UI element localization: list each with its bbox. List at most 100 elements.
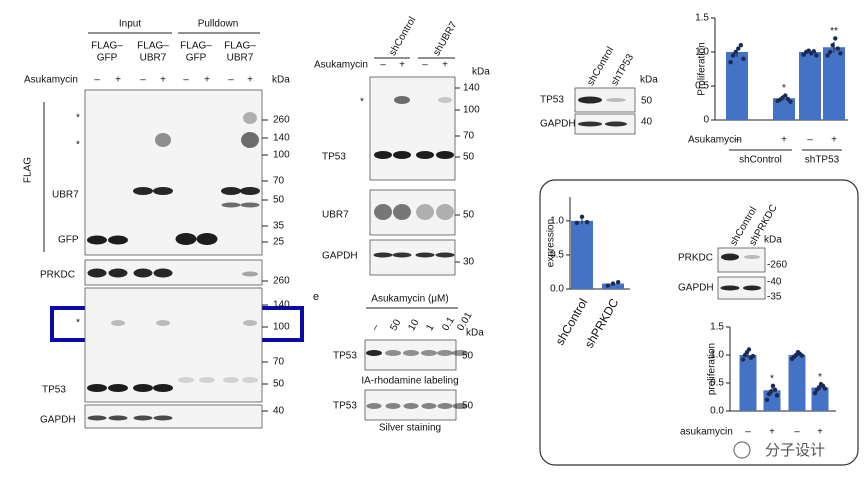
data-point: [728, 60, 733, 65]
band: [385, 403, 401, 409]
y-tick-label: 0.5: [710, 378, 724, 389]
band: [403, 403, 419, 409]
treatment-label: Asukamycin: [314, 60, 368, 71]
row-label: TP53: [322, 152, 346, 163]
significance: *: [770, 373, 774, 384]
bar: [799, 52, 821, 120]
band: [403, 350, 419, 356]
lane-label: shControl: [387, 15, 418, 58]
category-label: –: [745, 427, 751, 438]
blot-frame: [364, 339, 457, 371]
row-label: *: [76, 140, 80, 151]
band: [153, 415, 173, 421]
data-point: [579, 214, 585, 219]
band: [153, 384, 173, 392]
band: [438, 97, 452, 103]
band: [385, 350, 401, 356]
band: [108, 235, 128, 245]
band: [156, 320, 170, 326]
y-tick-label: 0.0: [550, 284, 564, 295]
data-point: [730, 53, 736, 58]
y-tick-label: 1.0: [550, 215, 564, 226]
blot-frame: [84, 404, 263, 429]
data-point: [750, 353, 756, 359]
band: [221, 202, 241, 208]
band: [153, 268, 173, 278]
band: [578, 121, 602, 127]
row-label: PRKDC: [40, 270, 75, 281]
band: [153, 187, 173, 195]
data-point: [822, 386, 828, 391]
treatment: –: [94, 75, 100, 86]
lane-label: FLAG–: [91, 41, 123, 52]
treatment-label: Asukamycin: [24, 75, 78, 86]
kda-label: kDa: [272, 75, 290, 86]
group-label: shControl: [739, 155, 782, 166]
band: [415, 252, 435, 258]
bar: [571, 220, 593, 289]
data-point: [772, 387, 778, 392]
data-point: [610, 281, 616, 286]
band: [108, 268, 128, 278]
caption: IA-rhodamine labeling: [361, 376, 458, 387]
kda-label: kDa: [466, 328, 484, 339]
blot-frame: [717, 276, 766, 300]
band: [606, 98, 626, 102]
band: [111, 320, 125, 326]
band: [87, 268, 107, 278]
data-point: [741, 56, 746, 61]
data-point: [833, 36, 838, 41]
lane-label: FLAG–: [137, 41, 169, 52]
band: [133, 268, 153, 278]
marker: 50: [273, 379, 285, 390]
band: [721, 253, 739, 261]
band: [240, 187, 260, 195]
data-point: [733, 49, 738, 55]
marker: 140: [463, 83, 480, 94]
marker: 100: [273, 322, 290, 333]
data-point: [738, 43, 744, 48]
band: [437, 350, 453, 356]
row-label: GAPDH: [678, 283, 714, 294]
concentration: –: [369, 322, 382, 333]
marker: 50: [463, 152, 475, 163]
data-point: [615, 279, 621, 285]
significance: *: [782, 83, 786, 94]
band: [421, 403, 437, 409]
marker: 100: [273, 150, 290, 161]
treatment: –: [140, 75, 146, 86]
band: [373, 252, 393, 258]
lane-label: UBR7: [227, 53, 254, 64]
treatment: +: [247, 75, 253, 86]
concentration: 1: [424, 322, 437, 333]
data-point: [838, 51, 843, 56]
category-label: –: [734, 135, 740, 146]
category-label: –: [807, 135, 813, 146]
marker: 140: [273, 300, 290, 311]
lane-label: shTP53: [609, 52, 636, 88]
bar: [726, 52, 748, 120]
data-point: [770, 383, 776, 388]
data-point: [827, 49, 833, 55]
row-label: FLAG: [23, 157, 34, 183]
band: [87, 384, 107, 392]
row-label: UBR7: [322, 210, 349, 221]
band: [240, 202, 260, 208]
lane-label: GFP: [186, 53, 207, 64]
band: [133, 187, 153, 195]
marker: 100: [463, 105, 480, 116]
row-label: GAPDH: [322, 251, 358, 262]
marker: 260: [273, 276, 290, 287]
band: [743, 285, 761, 291]
y-tick-label: 1.0: [695, 47, 709, 58]
lane-label: GFP: [97, 53, 118, 64]
data-point: [788, 99, 793, 104]
band: [242, 377, 258, 383]
band: [374, 151, 392, 159]
y-tick-label: 1.5: [695, 13, 709, 24]
marker: 50: [273, 195, 285, 206]
band: [421, 350, 437, 356]
kda-label: kDa: [640, 75, 658, 86]
bar: [773, 98, 795, 120]
marker: 50: [462, 401, 474, 412]
